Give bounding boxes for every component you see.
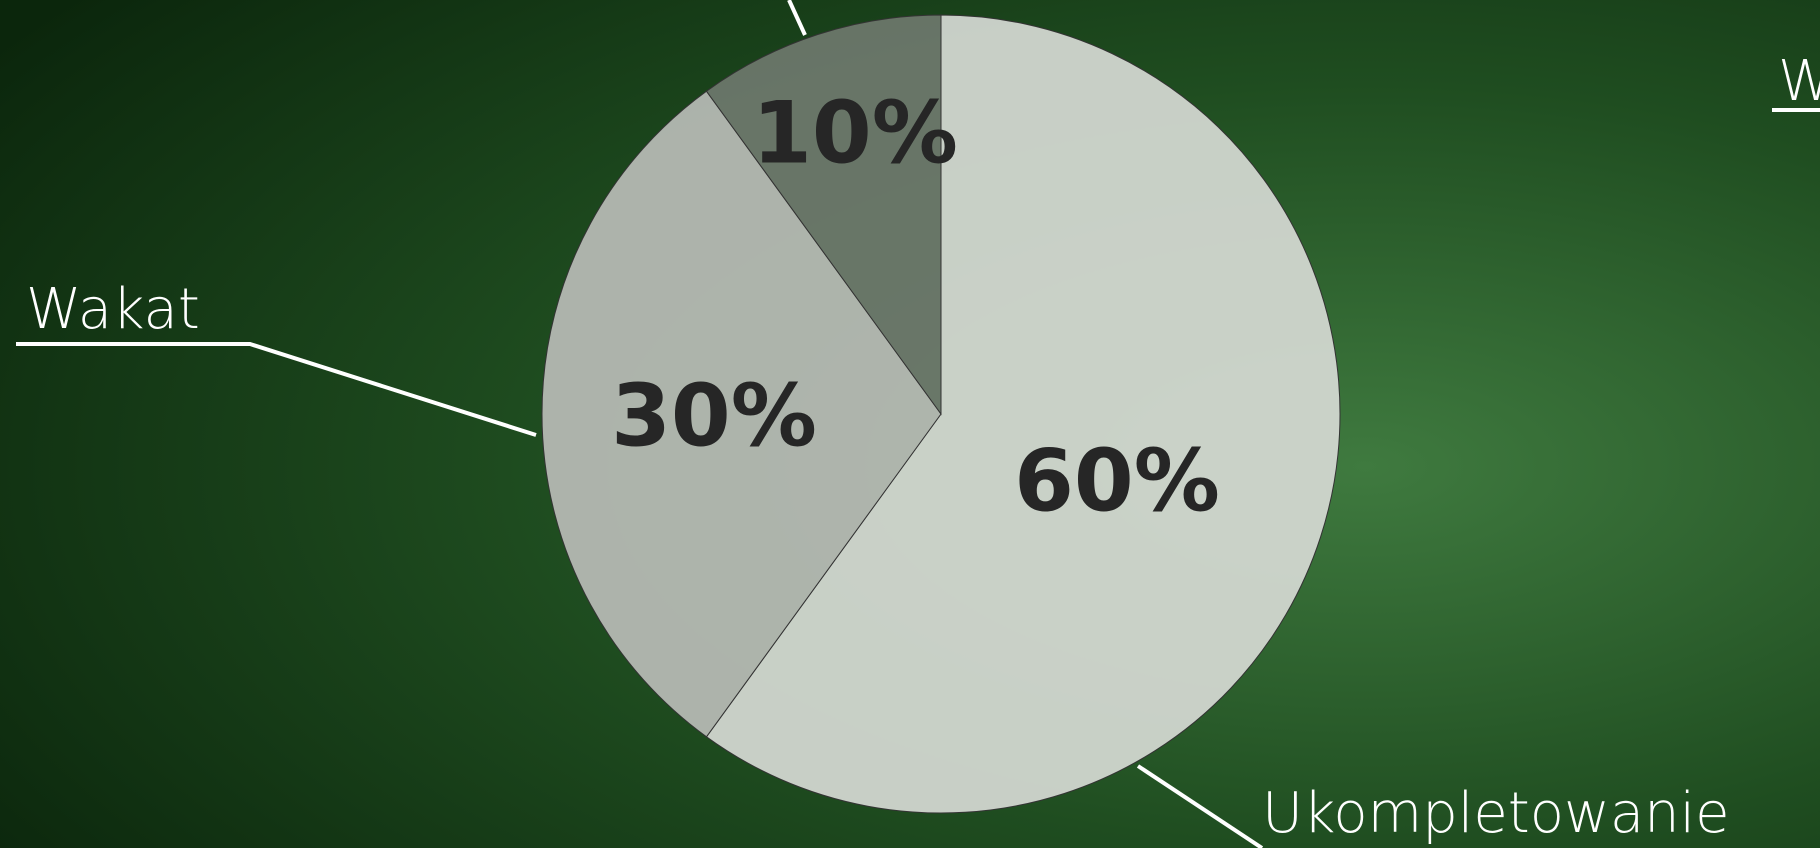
category-label: Wakat [26, 277, 200, 342]
value-label: 10% [752, 83, 958, 183]
leader-lines [16, 0, 1820, 848]
leader-line [16, 342, 537, 437]
pie-slice [541, 90, 942, 738]
value-label: 30% [611, 366, 817, 466]
leader-line [787, 0, 807, 36]
pie-slice [705, 14, 942, 416]
pie-slice [705, 14, 1341, 814]
annotation: W [1778, 49, 1820, 114]
pie [541, 14, 1341, 814]
category-label: Ukompletowanie [1262, 781, 1730, 846]
leader-line [1136, 764, 1264, 848]
value-label: 60% [1014, 431, 1220, 531]
